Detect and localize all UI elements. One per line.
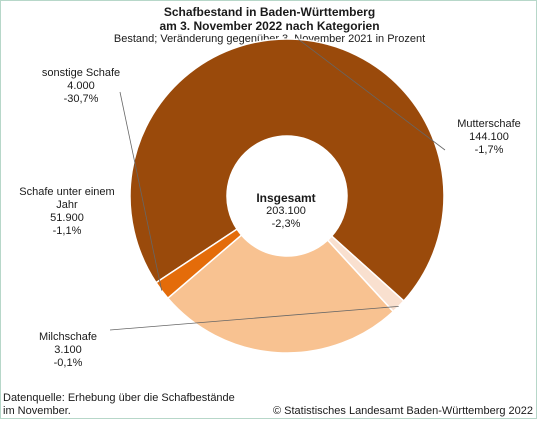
source-line-2: im November. <box>3 405 71 417</box>
copyright-note: © Statistisches Landesamt Baden-Württemb… <box>272 405 533 417</box>
slice-sonstige-schafe <box>155 228 243 300</box>
leader-line-sonstige-schafe <box>119 91 163 291</box>
label-mutterschafe: Mutterschafe 144.100 -1,7% <box>446 118 532 157</box>
label-unter-jahr-name-line-2: Jahr <box>56 199 78 211</box>
center-value: 203.100 <box>266 205 306 217</box>
center-title: Insgesamt <box>256 191 316 205</box>
label-mutterschafe-value: 144.100 <box>469 131 509 143</box>
donut-center-label: Insgesamt 203.100 -2,3% <box>226 192 346 231</box>
label-milchschafe-value: 3.100 <box>54 344 82 356</box>
label-unter-jahr-name-line-1: Schafe unter einem <box>19 186 115 198</box>
chart-subtitle: Bestand; Veränderung gegenüber 3. Novemb… <box>113 33 426 45</box>
label-milchschafe-name: Milchschafe <box>38 331 98 343</box>
center-change: -2,3% <box>271 218 301 230</box>
label-sonstige-change: -30,7% <box>63 93 99 105</box>
chart-title-line-2: am 3. November 2022 nach Kategorien <box>159 19 380 33</box>
source-note: Datenquelle: Erhebung über die Schafbest… <box>3 392 235 418</box>
label-mutterschafe-name: Mutterschafe <box>457 118 521 130</box>
label-milchschafe-change: -0,1% <box>53 357 83 369</box>
leader-line-mutterschafe <box>298 39 446 151</box>
label-sonstige-schafe: sonstige Schafe 4.000 -30,7% <box>26 67 136 106</box>
label-schafe-unter-einem-jahr: Schafe unter einem Jahr 51.900 -1,1% <box>8 186 126 238</box>
label-unter-jahr-value: 51.900 <box>50 212 84 224</box>
label-unter-jahr-change: -1,1% <box>52 225 82 237</box>
slice-mutterschafe <box>129 38 445 302</box>
slice-schafe-unter-einem-jahr <box>166 233 395 354</box>
label-sonstige-name: sonstige Schafe <box>41 67 121 79</box>
chart-title-line-1: Schafbestand in Baden-Württemberg <box>163 5 376 19</box>
label-mutterschafe-change: -1,7% <box>474 144 504 156</box>
label-milchschafe: Milchschafe 3.100 -0,1% <box>24 331 112 370</box>
label-sonstige-value: 4.000 <box>67 80 95 92</box>
source-line-1: Datenquelle: Erhebung über die Schafbest… <box>3 392 235 404</box>
leader-line-milchschafe <box>109 305 399 331</box>
